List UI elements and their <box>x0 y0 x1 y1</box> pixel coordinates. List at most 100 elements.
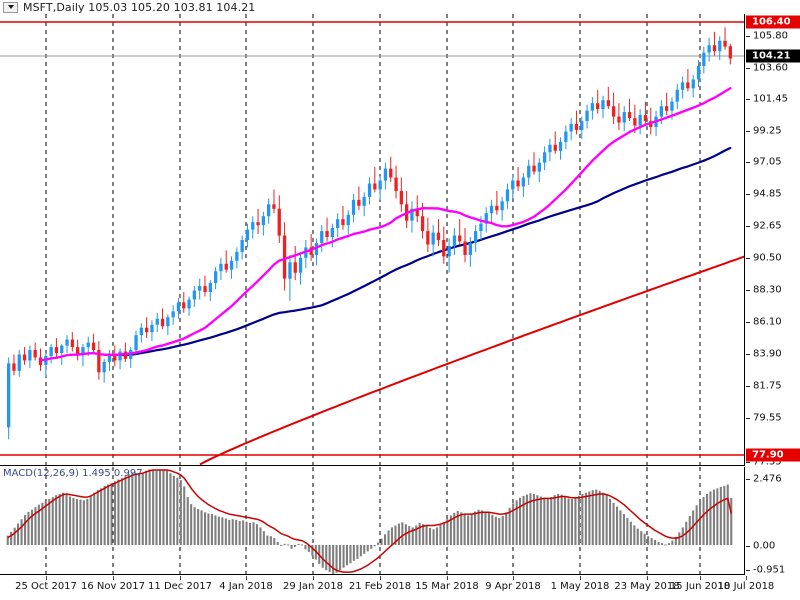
candle-body[interactable] <box>585 110 589 121</box>
candle-body[interactable] <box>516 180 520 187</box>
candle-body[interactable] <box>171 311 175 318</box>
candle-body[interactable] <box>670 101 674 111</box>
candle-body[interactable] <box>240 240 244 252</box>
candle-body[interactable] <box>267 204 271 217</box>
candle-body[interactable] <box>532 165 536 172</box>
candle-body[interactable] <box>527 165 531 178</box>
candle-body[interactable] <box>203 286 207 292</box>
candle-body[interactable] <box>224 263 228 270</box>
candle-body[interactable] <box>65 339 69 346</box>
candle-body[interactable] <box>415 208 419 217</box>
candle-body[interactable] <box>346 214 350 226</box>
candle-body[interactable] <box>325 231 329 237</box>
candle-body[interactable] <box>665 106 669 111</box>
candle-body[interactable] <box>574 124 579 130</box>
candle-body[interactable] <box>702 52 706 67</box>
candle-body[interactable] <box>245 229 250 240</box>
candle-body[interactable] <box>399 190 403 205</box>
candle-body[interactable] <box>484 213 488 224</box>
candle-body[interactable] <box>229 260 234 270</box>
candle-body[interactable] <box>680 82 685 90</box>
price-scale-badge-black[interactable]: 104.21 <box>746 49 800 63</box>
candle-body[interactable] <box>86 342 90 348</box>
candle-body[interactable] <box>728 46 732 59</box>
candle-body[interactable] <box>145 327 149 333</box>
candle-body[interactable] <box>134 335 138 351</box>
candle-body[interactable] <box>22 354 27 361</box>
candle-body[interactable] <box>97 350 101 373</box>
candle-body[interactable] <box>166 317 170 327</box>
candle-body[interactable] <box>282 235 287 279</box>
candle-body[interactable] <box>367 183 372 197</box>
candle-body[interactable] <box>569 124 573 132</box>
candle-body[interactable] <box>442 240 446 257</box>
candle-body[interactable] <box>176 302 181 312</box>
candle-body[interactable] <box>320 231 324 243</box>
price-scale-badge-red[interactable]: 77.90 <box>746 448 800 462</box>
candle-body[interactable] <box>389 168 393 178</box>
candle-body[interactable] <box>537 162 541 172</box>
candle-body[interactable] <box>336 219 340 229</box>
candle-body[interactable] <box>675 89 679 102</box>
candle-body[interactable] <box>49 347 53 356</box>
candle-body[interactable] <box>155 318 159 325</box>
candle-body[interactable] <box>60 345 64 353</box>
price-scale-badge-red[interactable]: 106.40 <box>746 15 800 29</box>
candle-body[interactable] <box>12 363 16 371</box>
candle-body[interactable] <box>696 66 701 80</box>
candle-body[interactable] <box>474 231 478 243</box>
candle-body[interactable] <box>373 183 377 190</box>
candle-body[interactable] <box>123 351 128 359</box>
candle-body[interactable] <box>91 342 96 350</box>
candle-body[interactable] <box>580 121 584 130</box>
candle-body[interactable] <box>601 100 605 110</box>
candle-body[interactable] <box>617 116 621 123</box>
candle-body[interactable] <box>293 262 297 273</box>
candle-body[interactable] <box>505 189 510 202</box>
candle-body[interactable] <box>590 103 594 111</box>
candle-body[interactable] <box>468 243 472 255</box>
candle-body[interactable] <box>219 263 223 272</box>
candle-body[interactable] <box>500 201 504 211</box>
candle-body[interactable] <box>251 222 255 230</box>
candle-body[interactable] <box>495 205 499 211</box>
candle-body[interactable] <box>341 219 345 226</box>
candle-body[interactable] <box>627 112 632 118</box>
candle-body[interactable] <box>256 222 260 226</box>
candle-body[interactable] <box>394 177 398 191</box>
candle-body[interactable] <box>70 339 74 347</box>
candle-body[interactable] <box>558 141 563 151</box>
candle-body[interactable] <box>436 232 441 240</box>
candle-body[interactable] <box>107 356 112 362</box>
candle-body[interactable] <box>521 177 525 187</box>
candle-body[interactable] <box>463 241 467 255</box>
price-scale[interactable]: 105.80 103.60 101.45 99.25 97.05 94.85 92.65 90… <box>746 14 800 576</box>
candle-body[interactable] <box>564 131 568 142</box>
candle-body[interactable] <box>7 363 11 428</box>
candle-body[interactable] <box>426 231 430 245</box>
candle-body[interactable] <box>452 235 457 246</box>
candle-body[interactable] <box>378 180 382 190</box>
candle-body[interactable] <box>431 232 435 245</box>
candle-body[interactable] <box>304 247 308 258</box>
candle-body[interactable] <box>362 196 366 206</box>
candle-body[interactable] <box>553 144 557 151</box>
candle-body[interactable] <box>214 271 218 284</box>
candle-body[interactable] <box>314 243 319 255</box>
candle-body[interactable] <box>718 40 722 52</box>
candle-body[interactable] <box>383 168 388 181</box>
candle-body[interactable] <box>160 318 165 327</box>
candle-body[interactable] <box>192 290 196 300</box>
candle-body[interactable] <box>76 347 80 355</box>
candle-body[interactable] <box>208 283 212 292</box>
candle-body[interactable] <box>420 216 425 232</box>
candle-body[interactable] <box>410 208 414 221</box>
candle-body[interactable] <box>686 82 690 89</box>
candle-body[interactable] <box>643 115 648 121</box>
candle-body[interactable] <box>118 351 122 361</box>
candle-body[interactable] <box>330 228 334 237</box>
candle-body[interactable] <box>479 223 483 231</box>
candle-body[interactable] <box>139 327 143 336</box>
candle-body[interactable] <box>102 361 106 373</box>
candle-body[interactable] <box>596 103 600 110</box>
